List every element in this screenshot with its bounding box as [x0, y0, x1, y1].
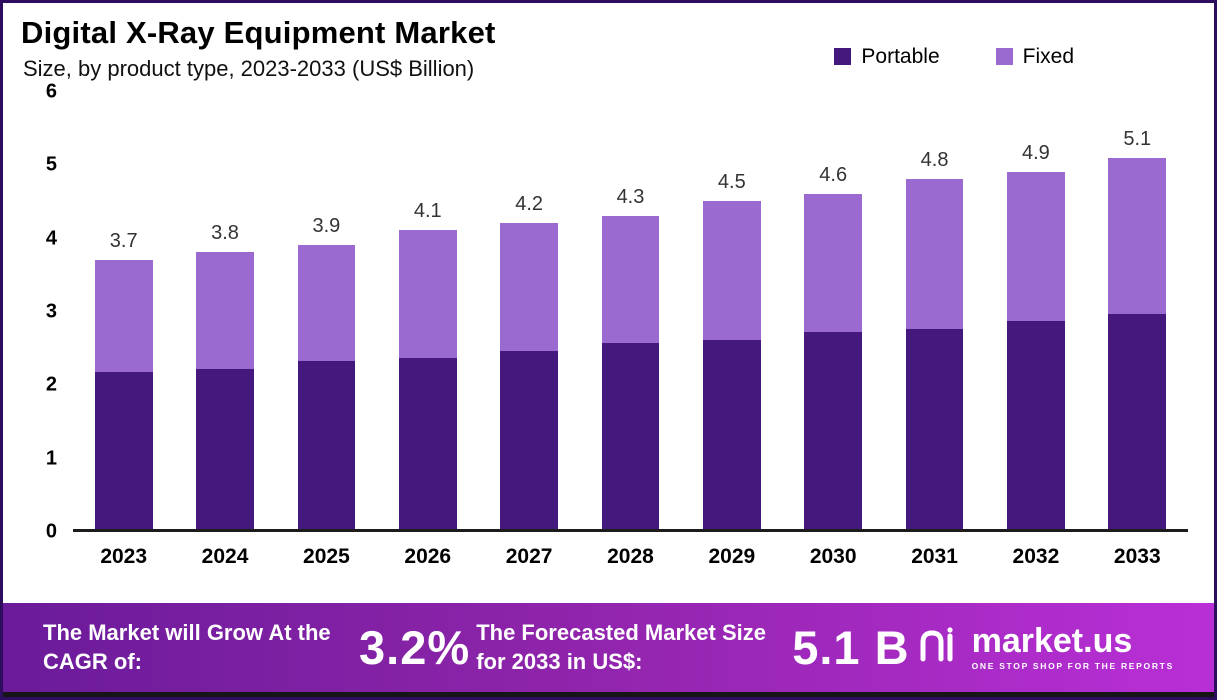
y-tick-label: 1: [45, 447, 57, 470]
bar-total-label: 3.9: [312, 214, 341, 237]
bar-total-label: 4.5: [717, 171, 746, 194]
bar-total-label: 4.9: [1022, 142, 1050, 165]
bar-column: 4.5: [681, 92, 782, 529]
page-subtitle: Size, by product type, 2023-2033 (US$ Bi…: [23, 56, 475, 81]
bar-column: 5.1: [1087, 92, 1188, 529]
bar-segment-fixed: [398, 230, 457, 358]
x-tick-label: 2028: [607, 545, 654, 568]
bar-total-label: 3.8: [211, 222, 239, 245]
legend-item-fixed: Fixed: [995, 31, 1074, 82]
bar-segment-portable: [500, 350, 558, 529]
cagr-label: The Market will Grow At the CAGR of:: [43, 619, 331, 674]
x-tick-label: 2033: [1113, 545, 1161, 568]
bar-segment-portable: [1007, 321, 1065, 529]
page-title: Digital X-Ray Equipment Market: [21, 15, 496, 51]
bar-column: 3.9: [276, 92, 377, 529]
title-block: Digital X-Ray Equipment Market Size, by …: [21, 15, 496, 82]
legend-item-portable: Portable: [834, 31, 940, 82]
bar-segment-portable: [702, 339, 761, 529]
bar-segment-portable: [398, 357, 457, 529]
bar-segment-fixed: [196, 252, 254, 369]
bar-total-label: 4.1: [413, 200, 442, 223]
bar-segment-fixed: [702, 201, 761, 340]
x-axis: 2023 2024 2025 2026 2027 2028 2029 2030 2031 2032…: [13, 532, 1188, 569]
bar-segment-fixed: [905, 179, 964, 329]
bar-total-label: 4.2: [515, 193, 544, 216]
bar-total-label: 4.6: [819, 163, 848, 186]
bar-segment-portable: [804, 332, 863, 529]
bar-total-label: 4.8: [920, 149, 949, 172]
bar-segment-portable: [1108, 314, 1167, 529]
legend: Portable Fixed: [834, 15, 1074, 82]
bar-column: 3.8: [174, 92, 275, 529]
bar-segment-portable: [601, 343, 660, 529]
bar-column: 4.9: [985, 92, 1086, 529]
y-tick-label: 4: [45, 227, 57, 250]
bar-segment-portable: [196, 368, 254, 529]
bar-segment-portable: [94, 372, 153, 529]
brand-logo: market.us ONE STOP SHOP FOR THE REPORTS: [916, 624, 1174, 671]
x-tick-label: 2029: [708, 545, 756, 568]
bar-column: 3.7: [73, 92, 174, 529]
plot-row: 0 1 2 3 4 5 6 3.7 3.8 3.9 4.1 4.2 4.3 4.5 4.6 4.8 4.9 5.…: [13, 81, 1188, 543]
legend-label-fixed: Fixed: [1022, 44, 1074, 68]
bar-segment-fixed: [804, 193, 863, 333]
x-tick-label: 2030: [809, 545, 857, 568]
cagr-value: 3.2%: [359, 621, 471, 674]
x-tick-label: 2025: [303, 545, 350, 568]
x-tick-label: 2032: [1012, 545, 1060, 568]
bar-segment-fixed: [601, 215, 660, 344]
y-tick-label: 5: [45, 153, 57, 176]
bar-total-label: 5.1: [1123, 127, 1152, 150]
legend-label-portable: Portable: [861, 44, 940, 68]
x-tick-label: 2026: [404, 545, 452, 568]
brand-name: market.us: [971, 622, 1133, 660]
bar-total-label: 3.7: [109, 229, 138, 252]
x-tick-labels: 2023 2024 2025 2026 2027 2028 2029 2030 2031 2032…: [73, 532, 1188, 569]
bar-segment-fixed: [1108, 157, 1167, 315]
bar-segment-portable: [905, 328, 964, 529]
y-axis: 0 1 2 3 4 5 6: [13, 81, 73, 543]
marketus-logo-icon: [916, 625, 960, 670]
bar-segment-fixed: [297, 244, 356, 362]
footer-banner: The Market will Grow At the CAGR of: 3.2…: [3, 603, 1214, 697]
bar-segment-portable: [297, 361, 356, 529]
bar-column: 4.3: [580, 92, 681, 529]
y-tick-label: 3: [45, 300, 57, 323]
header: Digital X-Ray Equipment Market Size, by …: [3, 3, 1214, 82]
x-tick-label: 2031: [911, 545, 958, 568]
bar-segment-fixed: [94, 259, 153, 373]
bar-column: 4.2: [478, 92, 579, 529]
y-tick-label: 6: [45, 80, 57, 103]
bar-column: 4.6: [783, 92, 884, 529]
bar-segment-fixed: [1007, 172, 1065, 322]
x-tick-label: 2023: [100, 545, 148, 568]
brand-text: market.us ONE STOP SHOP FOR THE REPORTS: [972, 624, 1174, 671]
chart: 0 1 2 3 4 5 6 3.7 3.8 3.9 4.1 4.2 4.3 4.5 4.6 4.8 4.9 5.…: [3, 81, 1214, 603]
forecast-label: The Forecasted Market Size for 2033 in U…: [476, 619, 766, 674]
y-axis-spacer: [13, 532, 73, 569]
x-tick-label: 2027: [505, 545, 553, 568]
x-tick-label: 2024: [201, 545, 249, 568]
bar-segment-fixed: [500, 223, 558, 351]
portable-swatch-icon: [834, 48, 852, 65]
bar-column: 4.8: [884, 92, 985, 529]
brand-tagline: ONE STOP SHOP FOR THE REPORTS: [971, 661, 1174, 671]
bar-total-label: 4.3: [616, 185, 645, 208]
fixed-swatch-icon: [995, 48, 1013, 65]
y-tick-label: 0: [45, 520, 57, 543]
plot-area: 3.7 3.8 3.9 4.1 4.2 4.3 4.5 4.6 4.8 4.9 5.1: [73, 92, 1188, 532]
forecast-value: 5.1 B: [792, 621, 910, 674]
y-tick-label: 2: [45, 373, 57, 396]
bar-column: 4.1: [377, 92, 478, 529]
